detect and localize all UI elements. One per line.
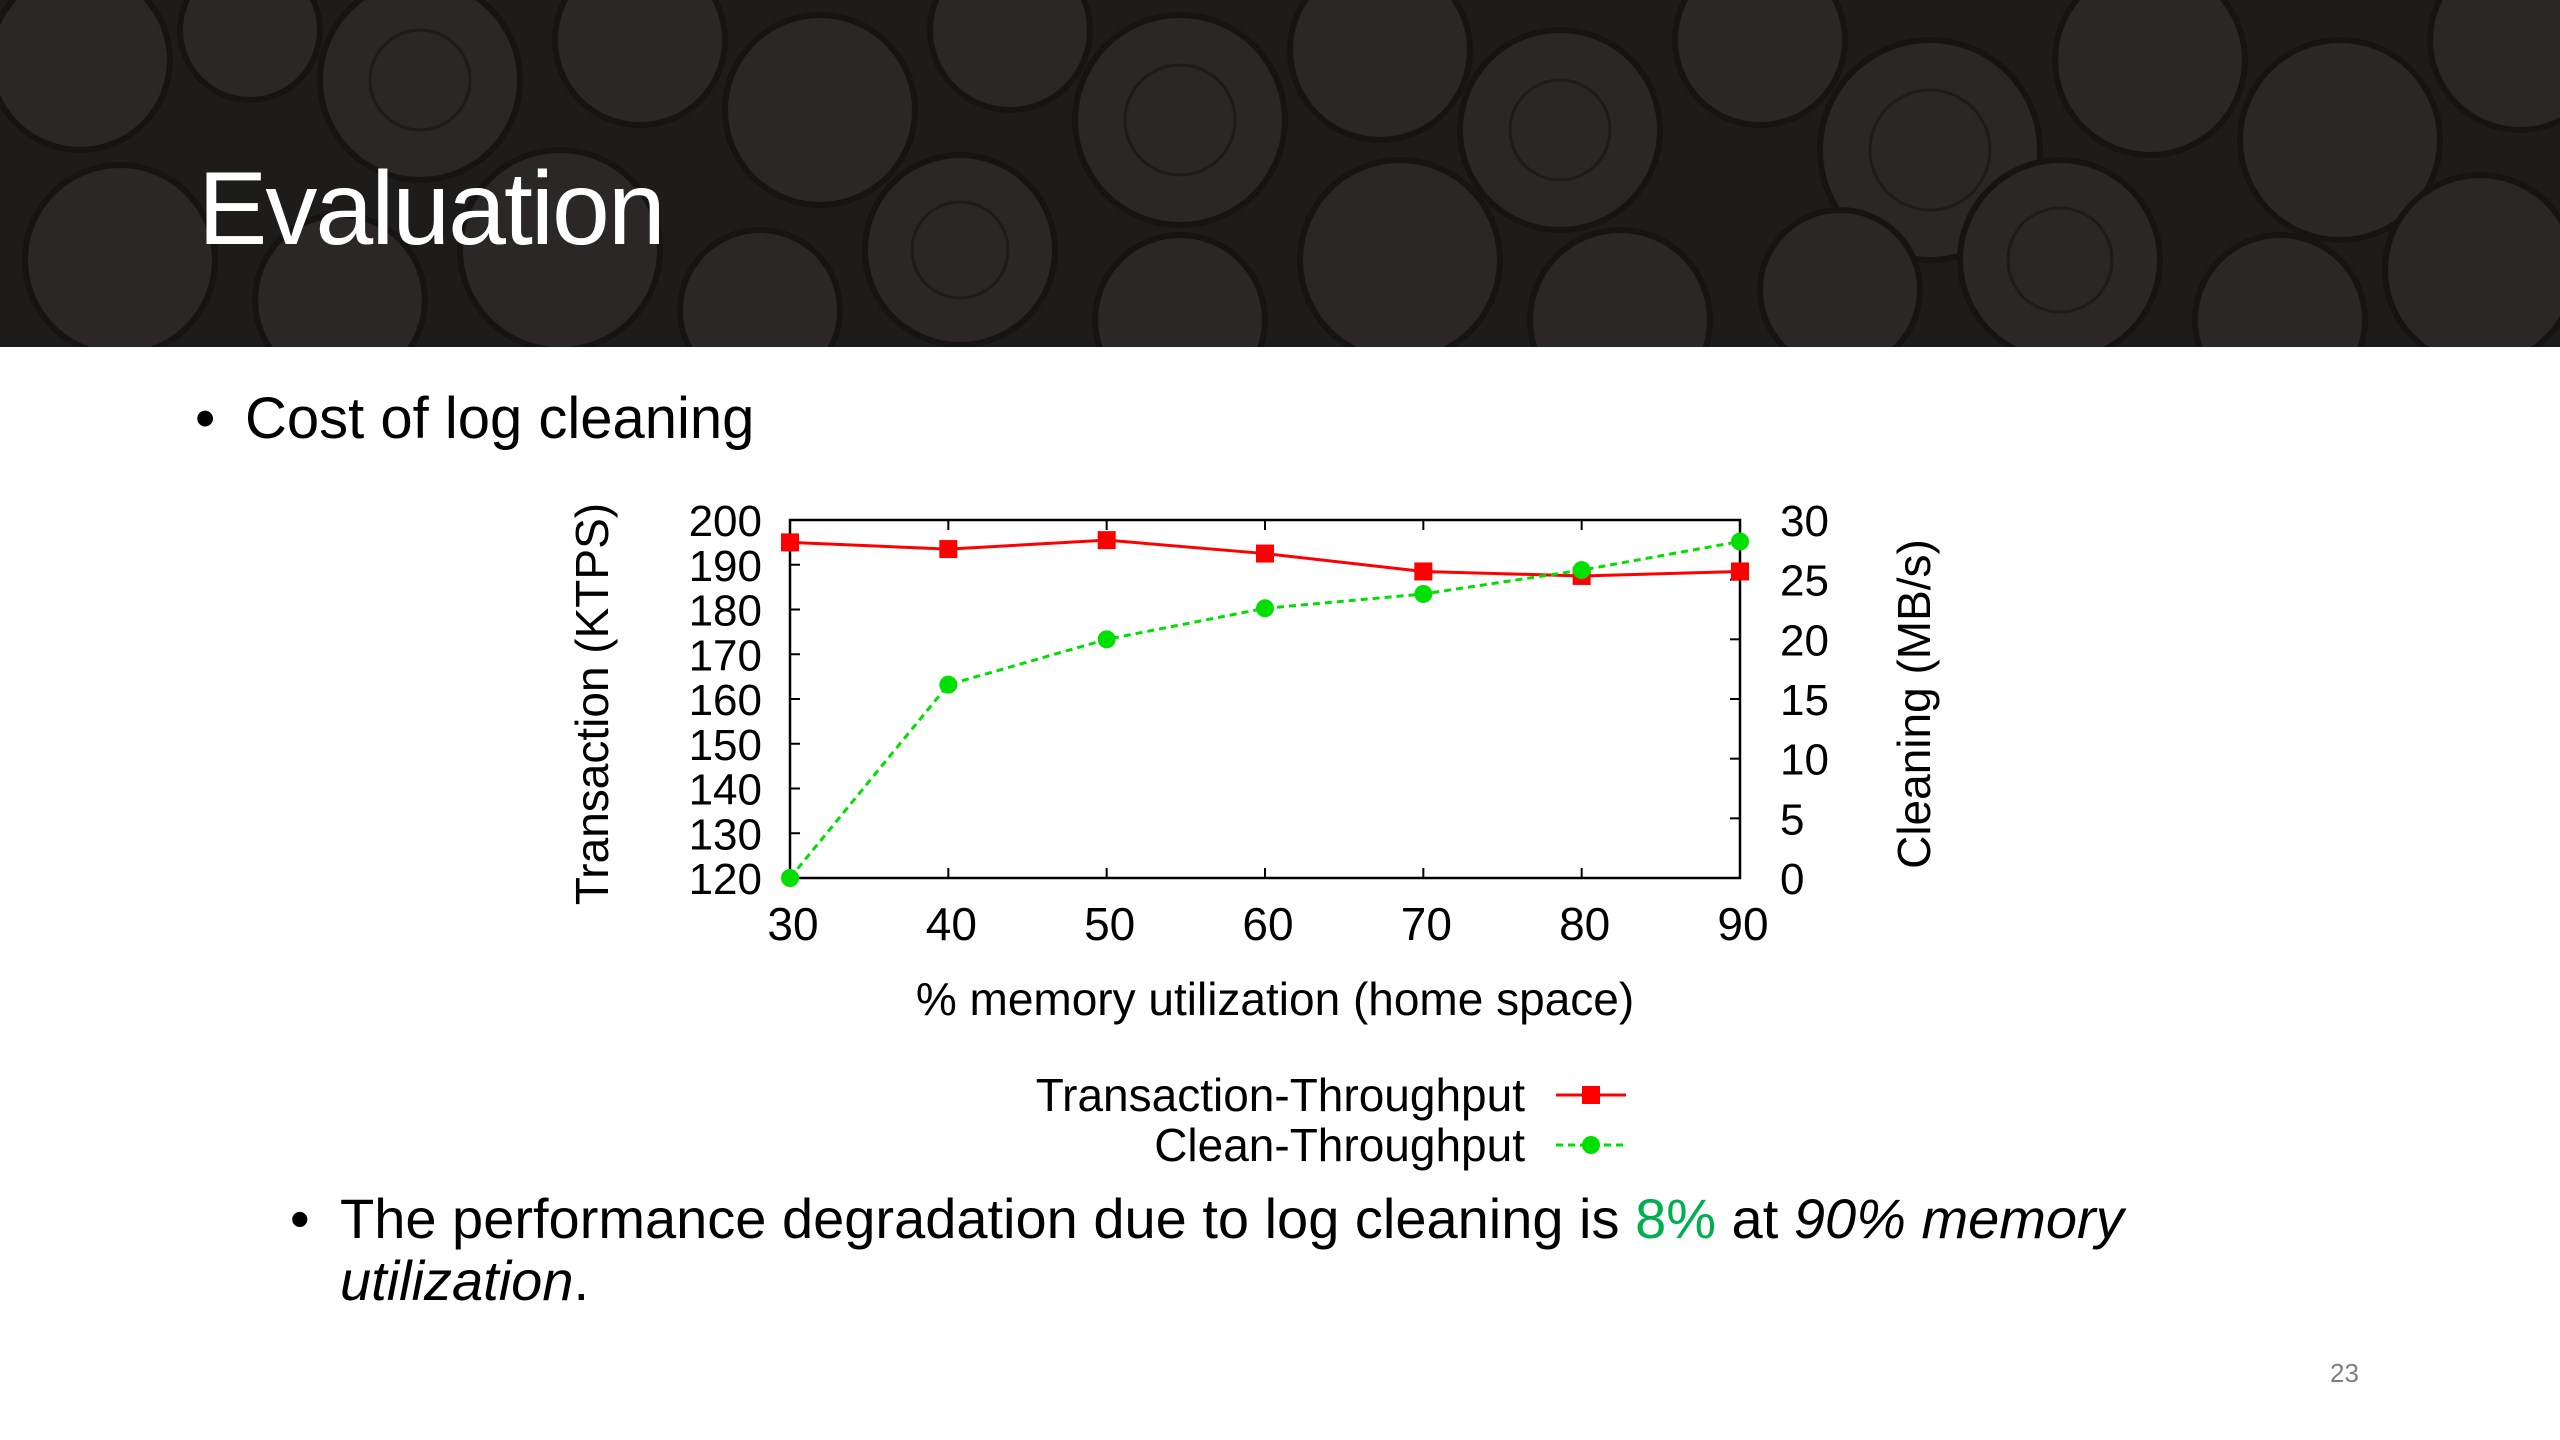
y2-tick-label: 15 [1780,676,1829,725]
data-point-clean-throughput [1256,599,1274,618]
data-point-clean-throughput [1731,532,1749,551]
data-point-transaction-throughput [1256,544,1274,563]
y-tick-label: 190 [689,542,762,591]
data-point-clean-throughput [939,675,958,694]
y2-tick-label: 30 [1780,497,1829,546]
y-tick-label: 140 [689,766,762,815]
data-point-transaction-throughput [1731,562,1749,581]
data-point-clean-throughput [781,869,799,887]
bullet-text-part2: at [1716,1187,1794,1250]
data-point-clean-throughput [1097,630,1116,649]
bullet-text-part3: . [573,1249,590,1312]
bullet-text: Cost of log cleaning [245,386,755,451]
bullet-cost-of-log-cleaning: • Cost of log cleaning [195,385,754,452]
legend-label: Transaction-Throughput [1036,1069,1525,1121]
y-tick-label: 170 [689,631,762,680]
y-tick-label: 160 [689,676,762,725]
plot-frame [788,518,1742,880]
log-texture-background [0,0,2560,347]
x-tick-label: 90 [1717,898,1768,950]
x-tick-label: 30 [767,898,818,950]
y-tick-label: 200 [689,497,762,546]
x-tick-label: 70 [1401,898,1452,950]
y2-tick-label: 5 [1780,795,1804,844]
y-tick-label: 180 [689,587,762,636]
legend-marker-square [1582,1086,1600,1104]
slide-title: Evaluation [198,151,666,267]
y2-tick-label: 20 [1780,616,1829,665]
legend-marker-circle [1582,1136,1600,1154]
title-banner: Evaluation [0,0,2560,347]
legend-label: Clean-Throughput [1154,1119,1525,1171]
y2-tick-label: 10 [1780,736,1829,785]
bullet-icon: • [195,386,216,451]
data-point-transaction-throughput [1414,562,1433,581]
x-tick-label: 80 [1559,898,1610,950]
x-tick-label: 40 [926,898,977,950]
degradation-percentage: 8% [1635,1187,1716,1250]
data-point-clean-throughput [1572,561,1591,580]
bullet-text-block: The performance degradation due to log c… [340,1188,2340,1312]
y2-axis-label: Cleaning (MB/s) [1888,539,1940,869]
y-tick-label: 150 [689,721,762,770]
page-number: 23 [2330,1358,2359,1388]
x-tick-label: 50 [1084,898,1135,950]
data-point-transaction-throughput [781,533,799,552]
data-point-transaction-throughput [1097,531,1116,550]
bullet-text-part1: The performance degradation due to log c… [340,1187,1636,1250]
data-point-transaction-throughput [939,540,958,559]
y2-tick-label: 25 [1780,557,1829,606]
y-axis-label: Transaction (KTPS) [566,503,618,905]
x-tick-label: 60 [1242,898,1293,950]
x-axis-label: % memory utilization (home space) [916,973,1634,1025]
data-point-clean-throughput [1414,584,1433,603]
bullet-icon: • [290,1187,310,1250]
utilization-phrase: 90% memory utilization [340,1187,2124,1312]
y-tick-label: 130 [689,810,762,859]
y2-tick-label: 0 [1780,855,1804,904]
y-tick-label: 120 [689,855,762,904]
series-line-clean-throughput [788,540,1741,879]
